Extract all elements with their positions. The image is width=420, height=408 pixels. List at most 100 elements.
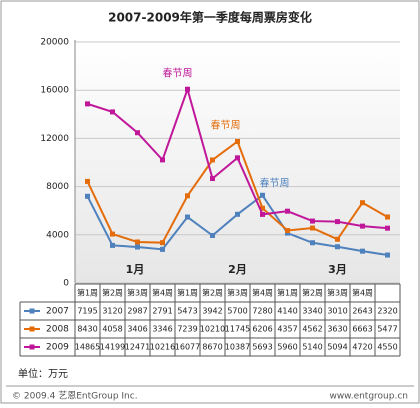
point [85,193,90,199]
point [160,240,165,246]
annotation: 春节周 [211,119,241,131]
point [385,214,390,220]
point [135,244,140,250]
y-tick-label: 16000 [40,86,69,96]
table-value: 2320 [377,307,397,316]
copyright: © 2009.4 艺恩EntGroup Inc. [12,391,138,402]
x-tick-label: 第1周 [177,288,198,298]
x-tick-label: 第4周 [152,288,173,298]
point [110,109,115,115]
table-value: 16077 [175,343,200,352]
table-value: 5094 [327,343,347,352]
y-tick-label: 12000 [40,134,69,144]
table-value: 2643 [352,307,372,316]
table-value: 7195 [77,307,97,316]
annotation: 春节周 [260,177,290,189]
point [360,223,365,229]
table-value: 3340 [302,307,322,316]
table-value: 3942 [202,307,222,316]
point [335,244,340,250]
legend-label: 2009 [46,343,69,353]
point [335,236,340,242]
point [85,178,90,184]
table-value: 5960 [277,343,297,352]
table-value: 4140 [277,307,297,316]
x-tick-label: 第4周 [252,288,273,298]
point [110,231,115,237]
point [385,252,390,258]
y-tick-label: 20000 [40,38,69,48]
table-value: 2987 [127,307,147,316]
point [135,239,140,245]
table-value: 12471 [125,343,150,352]
point [160,246,165,252]
point [360,248,365,254]
unit: 单位：万元 [18,367,68,380]
point [185,214,190,220]
table-value: 5700 [227,307,247,316]
point [285,227,290,233]
point [260,192,265,198]
table-value: 7280 [252,307,272,316]
point [310,225,315,231]
table-value: 4550 [377,343,397,352]
table-value: 4357 [277,325,297,334]
x-tick-label: 第3周 [227,288,248,298]
point [310,240,315,246]
month-label: 3月 [328,263,347,276]
table-value: 5140 [302,343,322,352]
legend-label: 2007 [46,307,69,317]
point [260,205,265,211]
point [160,157,165,163]
table-value: 11745 [225,325,250,334]
table-value: 3010 [327,307,347,316]
table-value: 4720 [352,343,372,352]
table-value: 2791 [152,307,172,316]
table-value: 4058 [102,325,122,334]
chart-title: 2007-2009年第一季度每周票房变化 [108,10,312,25]
x-tick-label: 第2周 [102,288,123,298]
point [385,225,390,231]
table-value: 10387 [225,343,250,352]
point [185,86,190,92]
x-tick-label: 第1周 [77,288,98,298]
point [110,242,115,248]
y-tick-label: 0 [63,279,69,289]
table-value: 3630 [327,325,347,334]
table-value: 5477 [377,325,397,334]
point [210,232,215,238]
point [235,138,240,144]
annotation: 春节周 [163,67,193,79]
point [85,101,90,107]
table-value: 6206 [252,325,272,334]
x-tick-label: 第4周 [352,288,373,298]
table-value: 5693 [252,343,272,352]
plot-area [75,40,400,284]
point [310,218,315,224]
point [135,130,140,136]
table-value: 8670 [202,343,222,352]
table-value: 10210 [200,325,225,334]
point [285,208,290,214]
y-tick-label: 8000 [46,182,69,192]
point [210,176,215,182]
point [210,157,215,163]
x-tick-label: 第2周 [302,288,323,298]
x-tick-label: 第2周 [202,288,223,298]
point [185,193,190,199]
legend-label: 2008 [46,325,69,335]
table-value: 3346 [152,325,172,334]
point [360,200,365,206]
y-tick-label: 4000 [46,230,69,240]
table-value: 3120 [102,307,122,316]
x-tick-label: 第1周 [277,288,298,298]
point [260,211,265,217]
table-value: 7239 [177,325,197,334]
month-label: 1月 [126,263,145,276]
point [235,155,240,161]
table-value: 4562 [302,325,322,334]
legend-marker [29,344,35,350]
table-value: 6663 [352,325,372,334]
point [335,219,340,225]
